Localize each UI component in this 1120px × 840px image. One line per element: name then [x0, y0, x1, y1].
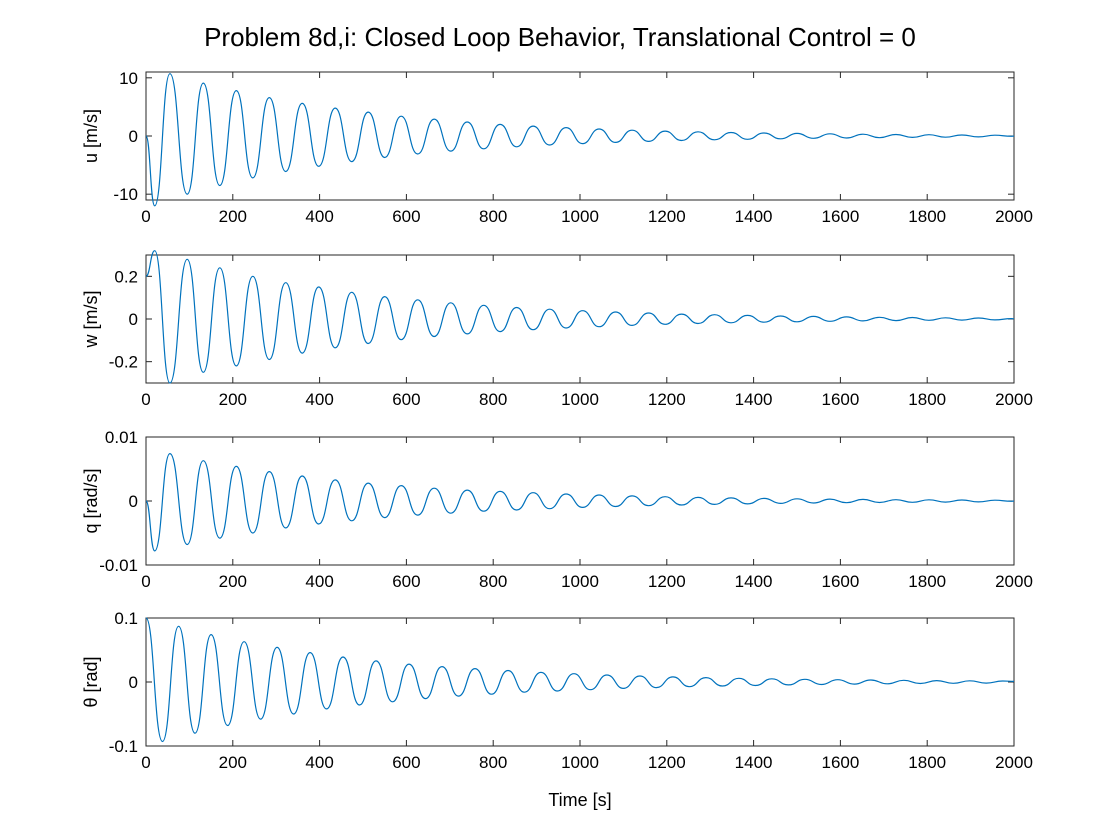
series-line	[145, 452, 1015, 552]
x-tick-label: 0	[141, 207, 150, 226]
y-axis-label: q [rad/s]	[81, 468, 101, 533]
x-tick-label: 1200	[648, 207, 686, 226]
x-tick-label: 200	[219, 390, 247, 409]
x-tick-label: 2000	[995, 753, 1033, 772]
x-tick-label: 1400	[735, 753, 773, 772]
y-tick-label: -0.1	[109, 737, 138, 756]
x-tick-label: 1800	[908, 572, 946, 591]
x-tick-label: 400	[305, 207, 333, 226]
axes-layer: 0 200 400 600 800 1000 1200 1400 1600 1800 2000-10…	[81, 69, 1033, 772]
y-tick-label: 0	[129, 492, 138, 511]
x-tick-label: 400	[305, 572, 333, 591]
y-tick-label: 0.2	[114, 267, 138, 286]
subplot-2: 0 200 400 600 800 1000 1200 1400 1600 1800 2000 -0.…	[81, 250, 1033, 409]
x-tick-label: 600	[392, 390, 420, 409]
x-tick-label: 2000	[995, 207, 1033, 226]
y-tick-label: 0	[129, 310, 138, 329]
x-tick-label: 1200	[648, 390, 686, 409]
x-tick-label: 2000	[995, 572, 1033, 591]
y-tick-label: 0.1	[114, 609, 138, 628]
x-tick-label: 1600	[821, 207, 859, 226]
y-axis-label: θ [rad]	[81, 656, 101, 707]
figure-title: Problem 8d,i: Closed Loop Behavior, Tran…	[204, 22, 916, 52]
y-tick-label: 0.01	[105, 428, 138, 447]
x-tick-label: 600	[392, 753, 420, 772]
y-tick-label: -10	[113, 185, 138, 204]
subplot-3: 0 200 400 600 800 1000 1200 1400 1600 1800 2000 -0.…	[81, 428, 1033, 591]
x-tick-label: 0	[141, 753, 150, 772]
x-tick-label: 200	[219, 753, 247, 772]
subplot-1: 0 200 400 600 800 1000 1200 1400 1600 1800 2000 -10…	[81, 69, 1033, 226]
x-tick-label: 800	[479, 753, 507, 772]
x-tick-label: 1800	[908, 753, 946, 772]
series-line	[145, 617, 1015, 743]
x-tick-label: 800	[479, 207, 507, 226]
y-axis-label: w [m/s]	[81, 291, 101, 349]
x-tick-label: 0	[141, 390, 150, 409]
x-tick-label: 400	[305, 753, 333, 772]
y-axis-label: u [m/s]	[81, 109, 101, 163]
x-tick-label: 1000	[561, 572, 599, 591]
x-tick-label: 1600	[821, 753, 859, 772]
axes-box	[145, 617, 1015, 747]
x-tick-label: 400	[305, 390, 333, 409]
series-line	[145, 250, 1015, 384]
x-tick-label: 1800	[908, 390, 946, 409]
x-tick-label: 200	[219, 207, 247, 226]
subplot-4: 0 200 400 600 800 1000 1200 1400 1600 1800 2000 -0.…	[81, 609, 1033, 772]
x-tick-label: 800	[479, 572, 507, 591]
x-tick-label: 1000	[561, 753, 599, 772]
axes-box	[145, 71, 1015, 201]
x-tick-label: 1400	[735, 390, 773, 409]
x-tick-label: 600	[392, 207, 420, 226]
x-tick-label: 1400	[735, 207, 773, 226]
x-axis-label: Time [s]	[548, 790, 611, 810]
x-tick-label: 1200	[648, 572, 686, 591]
y-tick-label: -0.01	[99, 556, 138, 575]
x-tick-label: 0	[141, 572, 150, 591]
y-tick-label: -0.2	[109, 353, 138, 372]
x-tick-label: 600	[392, 572, 420, 591]
axes-box	[145, 436, 1015, 566]
x-tick-label: 1200	[648, 753, 686, 772]
series-line	[145, 73, 1015, 207]
x-tick-label: 1400	[735, 572, 773, 591]
x-tick-label: 1800	[908, 207, 946, 226]
y-tick-label: 0	[129, 127, 138, 146]
axes-box	[145, 254, 1015, 384]
y-tick-label: 0	[129, 673, 138, 692]
x-tick-label: 1000	[561, 207, 599, 226]
x-tick-label: 1000	[561, 390, 599, 409]
y-tick-label: 10	[119, 69, 138, 88]
x-tick-label: 200	[219, 572, 247, 591]
x-tick-label: 1600	[821, 572, 859, 591]
x-tick-label: 800	[479, 390, 507, 409]
x-tick-label: 1600	[821, 390, 859, 409]
x-tick-label: 2000	[995, 390, 1033, 409]
